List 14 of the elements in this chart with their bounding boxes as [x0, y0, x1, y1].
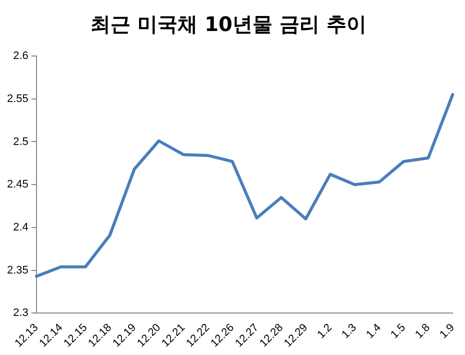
y-tick-label: 2.35 — [6, 264, 28, 276]
y-tick-label: 2.4 — [13, 222, 28, 234]
x-tick-label: 1.4 — [364, 322, 384, 341]
x-tick-label: 1.5 — [388, 322, 408, 341]
x-tick-label: 1.9 — [438, 322, 457, 341]
y-tick-label: 2.55 — [6, 92, 28, 105]
x-tick-label: 1.2 — [315, 322, 334, 341]
y-tick-label: 2.3 — [13, 307, 28, 320]
x-tick-label: 1.8 — [413, 322, 432, 341]
chart-title: 최근 미국채 10년물 금리 추이 — [90, 12, 366, 36]
x-tick-label: 1.3 — [340, 322, 359, 341]
y-tick-label: 2.6 — [13, 50, 28, 62]
y-tick-label: 2.5 — [13, 136, 28, 148]
y-tick-label: 2.45 — [6, 178, 28, 191]
